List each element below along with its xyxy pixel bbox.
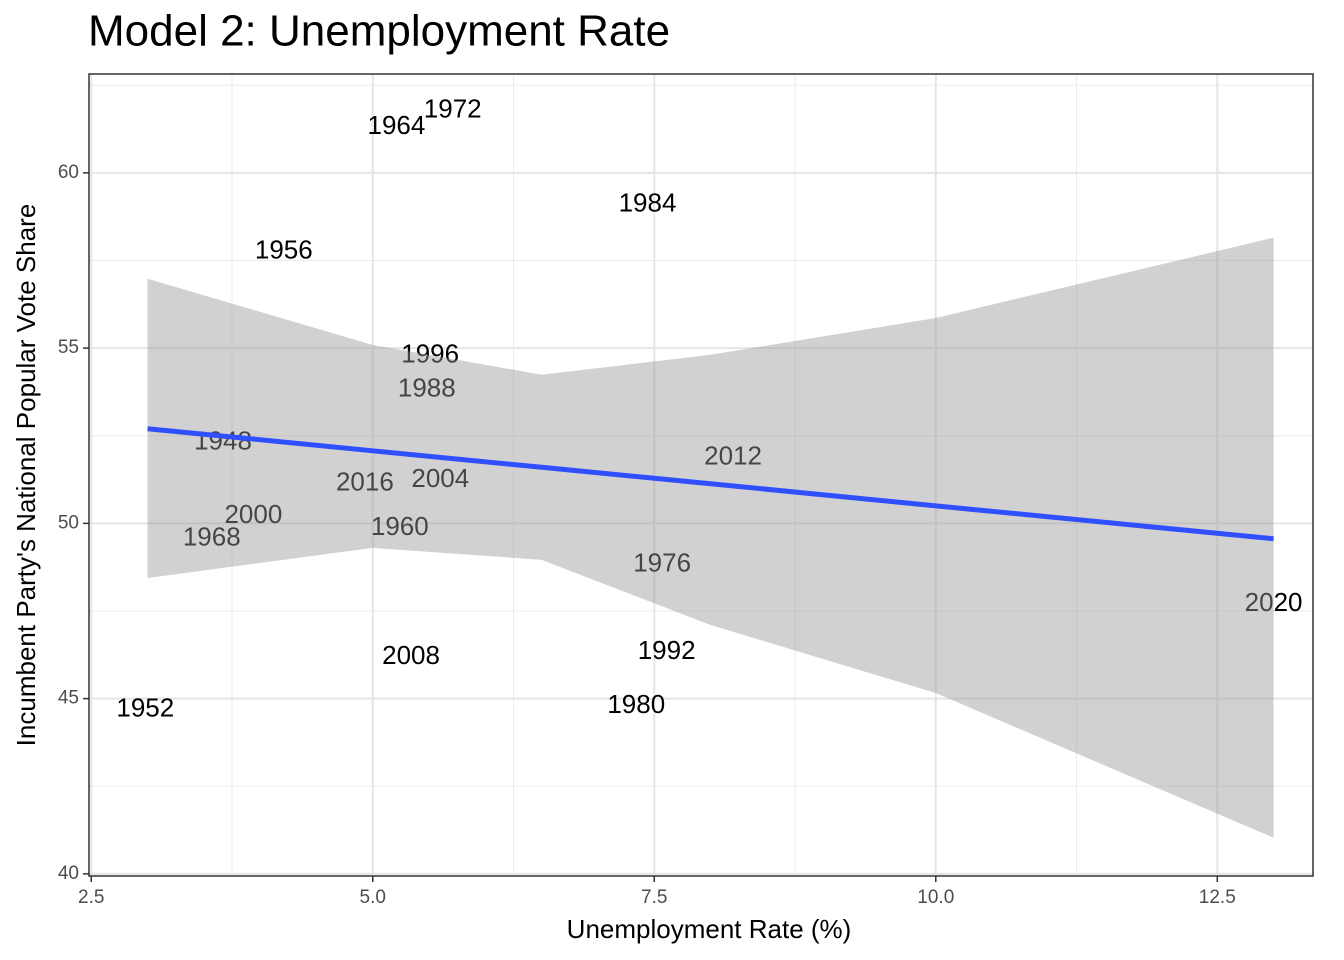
x-tick-label: 7.5: [641, 887, 667, 908]
x-axis-title: Unemployment Rate (%): [567, 914, 852, 944]
point-label: 1964: [367, 110, 425, 140]
y-tick-label: 55: [58, 337, 79, 358]
point-label: 1952: [116, 693, 174, 723]
x-tick-label: 10.0: [917, 887, 954, 908]
point-label: 1992: [638, 635, 696, 665]
point-label: 2020: [1245, 587, 1303, 617]
plot-border: [88, 73, 1314, 877]
point-label: 2016: [336, 467, 394, 497]
point-label: 1972: [424, 94, 482, 124]
chart-title: Model 2: Unemployment Rate: [88, 7, 670, 56]
point-label: 2000: [224, 499, 282, 529]
fit-line: [147, 426, 1274, 542]
point-label: 1968: [183, 522, 241, 552]
point-label: 2008: [382, 640, 440, 670]
x-tick-label: 2.5: [78, 887, 104, 908]
y-axis-title: Incumbent Party's National Popular Vote …: [11, 204, 41, 747]
point-label: 1980: [607, 689, 665, 719]
point-label: 1984: [619, 188, 677, 218]
point-label: 1996: [401, 339, 459, 369]
point-label: 1960: [371, 511, 429, 541]
point-label: 1988: [398, 373, 456, 403]
point-label: 1976: [633, 548, 691, 578]
point-label: 2004: [411, 463, 469, 493]
x-tick-label: 5.0: [360, 887, 386, 908]
y-tick-label: 50: [58, 512, 79, 533]
y-tick-label: 40: [58, 863, 79, 884]
point-label: 2012: [704, 441, 762, 471]
confidence-band: [147, 237, 1274, 838]
y-tick-label: 45: [58, 688, 79, 709]
y-tick-label: 60: [58, 162, 79, 183]
point-label: 1956: [255, 235, 313, 265]
point-label: 1948: [194, 426, 252, 456]
x-tick-label: 12.5: [1199, 887, 1236, 908]
